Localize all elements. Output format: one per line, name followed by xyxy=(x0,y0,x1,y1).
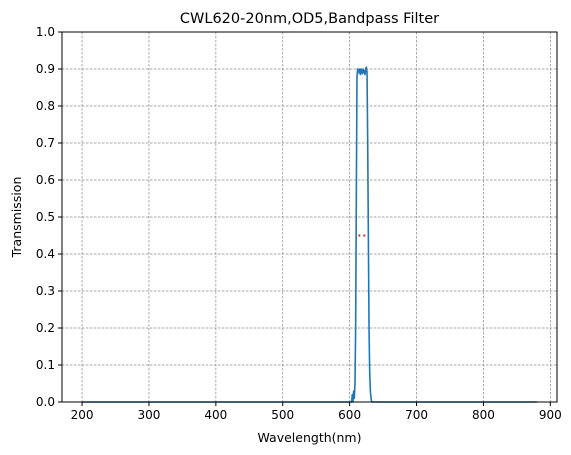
y-tick-label: 0.6 xyxy=(36,173,55,187)
x-tick-label: 700 xyxy=(405,408,428,422)
y-tick-label: 0.8 xyxy=(36,99,55,113)
ticks: 200 300 400 500 600 700 800 900 0.0 0.1 0.2 0.3 0.4 0… xyxy=(36,25,562,422)
transmission-line xyxy=(82,66,537,403)
y-tick-label: 0.3 xyxy=(36,284,55,298)
y-tick-label: 0.4 xyxy=(36,247,55,261)
y-tick-label: 0.7 xyxy=(36,136,55,150)
series-layer xyxy=(82,66,537,403)
x-tick-label: 900 xyxy=(539,408,562,422)
y-tick-label: 0.2 xyxy=(36,321,55,335)
x-tick-label: 600 xyxy=(338,408,361,422)
grid xyxy=(62,31,557,403)
x-tick-label: 500 xyxy=(271,408,294,422)
y-tick-label: 0.9 xyxy=(36,62,55,76)
y-tick-label: 1.0 xyxy=(36,25,55,39)
y-axis-label: Transmission xyxy=(9,177,24,259)
y-tick-label: 0.1 xyxy=(36,358,55,372)
x-tick-label: 300 xyxy=(138,408,161,422)
y-tick-label: 0.0 xyxy=(36,395,55,409)
x-tick-label: 800 xyxy=(472,408,495,422)
y-tick-label: 0.5 xyxy=(36,210,55,224)
chart-title: CWL620-20nm,OD5,Bandpass Filter xyxy=(180,11,439,27)
x-tick-label: 200 xyxy=(71,408,94,422)
x-axis-label: Wavelength(nm) xyxy=(257,430,361,445)
x-tick-label: 400 xyxy=(204,408,227,422)
